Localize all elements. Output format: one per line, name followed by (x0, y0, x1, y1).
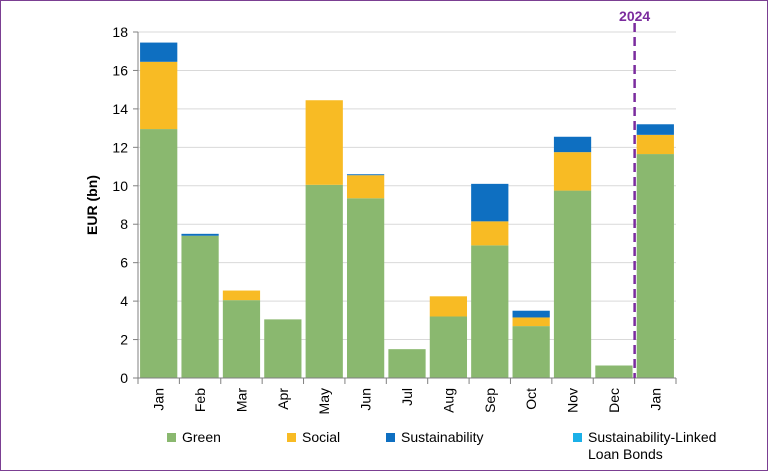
bar-segment (512, 326, 550, 378)
legend-item: Sustainability-Linked Loan Bonds (573, 429, 743, 463)
legend-item: Social (287, 429, 340, 446)
legend-label: Sustainability-Linked Loan Bonds (588, 429, 717, 462)
bar-segment (636, 154, 674, 378)
bar-segment (595, 365, 633, 378)
bar-segment (471, 245, 509, 378)
legend-label: Green (182, 429, 221, 445)
bar-segment (181, 233, 219, 236)
legend-item: Sustainability (386, 429, 484, 446)
bar-segment (346, 198, 385, 378)
legend-label: Social (302, 429, 341, 445)
bar-segment (429, 296, 468, 317)
x-tick-label: Nov (565, 388, 581, 413)
bar-segment (222, 290, 261, 301)
y-tick-label: 18 (112, 24, 128, 40)
y-tick-label: 6 (120, 255, 128, 271)
x-tick-label: Oct (523, 388, 539, 410)
bar-segment (140, 61, 178, 130)
y-tick-label: 16 (112, 62, 128, 78)
annotation: 2024 (619, 8, 650, 24)
y-tick-label: 12 (112, 139, 128, 155)
x-tick-label: Sep (482, 388, 498, 413)
bar-segment (181, 235, 219, 378)
bar-segment (140, 129, 178, 378)
bar-segment (471, 183, 509, 222)
y-tick-label: 0 (120, 370, 128, 386)
bar-segment (553, 152, 592, 191)
bar-segment (264, 319, 302, 378)
x-tick-label: Jan (647, 388, 663, 411)
y-tick-label: 2 (120, 332, 128, 348)
x-tick-label: Jan (151, 388, 167, 411)
x-tick-label: Jun (358, 388, 374, 411)
bar-segment (636, 124, 674, 135)
bar-segment (305, 184, 343, 378)
bar-segment (471, 221, 509, 246)
y-tick-label: 10 (112, 178, 128, 194)
bar-segment (553, 136, 592, 153)
bar-segment (305, 100, 343, 185)
legend-item: Green (167, 429, 221, 446)
bar-segment (346, 174, 385, 176)
bar-segment (429, 316, 468, 378)
y-axis-label: EUR (bn) (84, 175, 100, 235)
bar-segment (512, 310, 550, 318)
bar-segment (636, 134, 674, 155)
bar-segment (512, 317, 550, 327)
bar-segment (222, 300, 261, 378)
x-tick-label: May (316, 388, 332, 414)
x-tick-label: Feb (192, 388, 208, 412)
x-tick-label: Dec (606, 388, 622, 413)
x-tick-label: Apr (275, 388, 291, 410)
y-tick-label: 4 (120, 293, 128, 309)
bar-segment (140, 42, 178, 62)
bar-segment (346, 175, 385, 199)
x-tick-label: Mar (233, 388, 249, 412)
legend-swatch (386, 433, 395, 442)
legend-swatch (287, 433, 296, 442)
bar-segment (388, 349, 426, 378)
y-tick-label: 14 (112, 101, 128, 117)
y-tick-label: 8 (120, 216, 128, 232)
legend-swatch (573, 433, 582, 442)
x-tick-label: Aug (440, 388, 456, 413)
bar-segment (553, 190, 592, 378)
x-tick-label: Jul (399, 388, 415, 406)
legend-label: Sustainability (401, 429, 484, 445)
legend-swatch (167, 433, 176, 442)
